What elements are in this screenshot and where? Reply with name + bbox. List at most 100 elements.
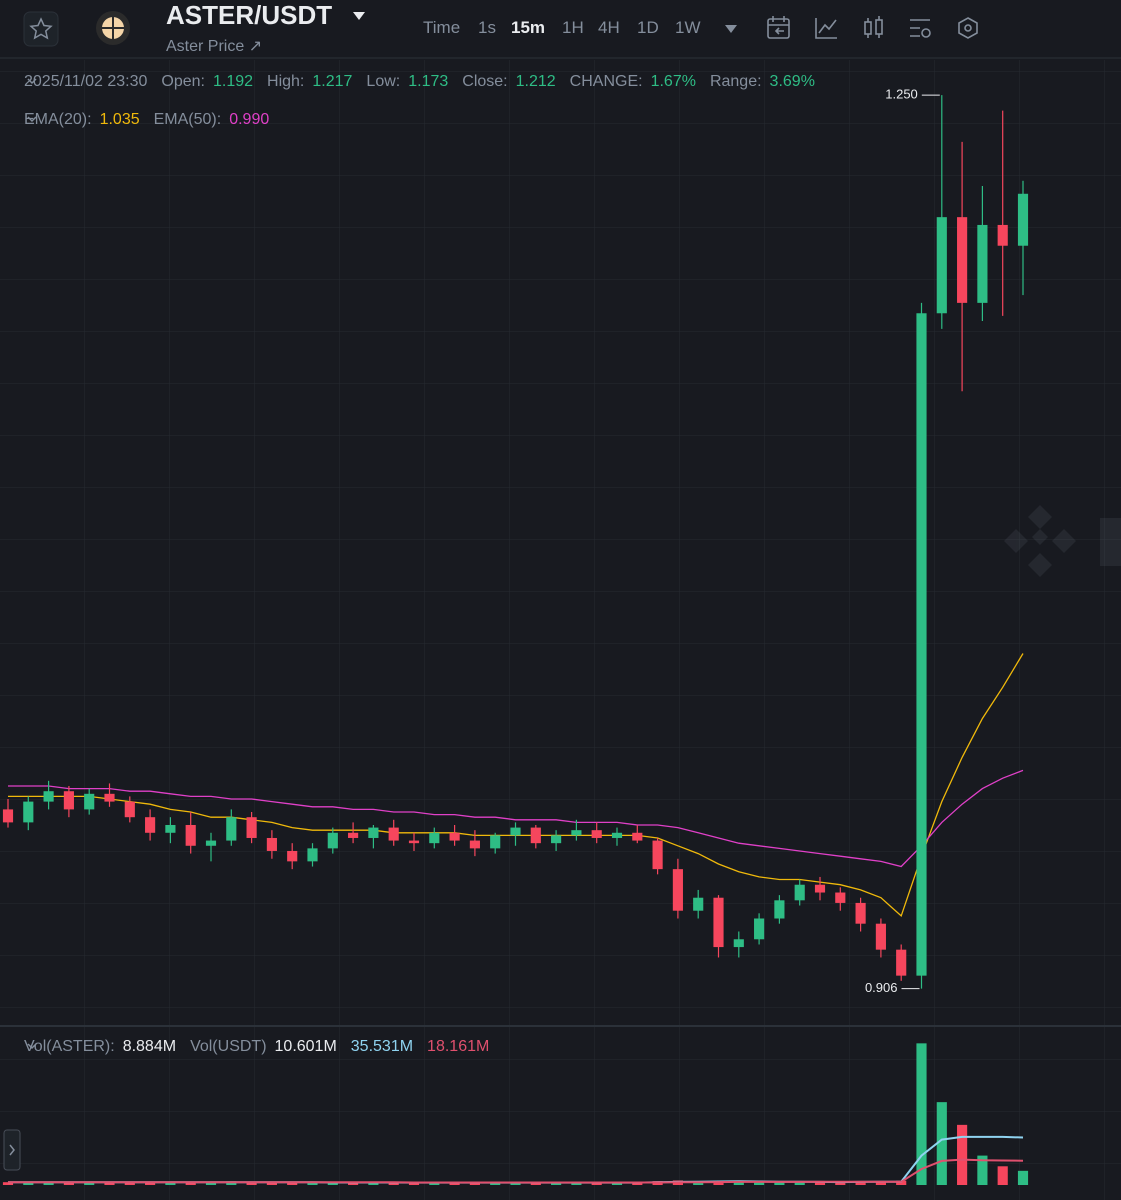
volume-bar	[754, 1182, 765, 1185]
candle-body	[469, 840, 480, 849]
volume-bar	[855, 1181, 866, 1185]
volume-bar	[63, 1182, 74, 1185]
candle-body	[145, 817, 156, 833]
volume-bar	[774, 1181, 785, 1185]
candle-body	[327, 832, 338, 849]
legend-value: 1.212	[515, 73, 556, 90]
volume-bar	[997, 1166, 1008, 1185]
candle-body	[266, 837, 277, 851]
legend-label: Range:	[709, 73, 762, 90]
candle-body	[165, 824, 176, 833]
legend-value: 1.217	[312, 73, 353, 90]
volume-bar	[1017, 1170, 1029, 1185]
candle-body	[63, 791, 74, 810]
interval-tab[interactable]: 1H	[562, 18, 584, 37]
legend-label: Open:	[161, 73, 205, 90]
volume-bar	[266, 1182, 277, 1185]
volume-bar	[429, 1182, 440, 1185]
legend-value: 1.173	[408, 73, 449, 90]
volume-bar	[287, 1182, 298, 1185]
volume-bar	[814, 1182, 826, 1185]
volume-value: 8.884M	[122, 1038, 177, 1055]
volume-bar	[632, 1182, 643, 1185]
candle-body	[672, 869, 683, 911]
coin-logo-mark	[102, 17, 124, 39]
candle-body	[814, 884, 826, 893]
volume-bar	[205, 1181, 217, 1185]
interval-dropdown[interactable]	[725, 25, 737, 33]
interval-tab[interactable]: 4H	[598, 18, 620, 37]
favorite-button[interactable]	[23, 11, 59, 47]
indicator-name: EMA(20):	[24, 111, 92, 128]
volume-bar	[104, 1182, 115, 1185]
candle-body	[246, 817, 257, 838]
candle-body	[226, 817, 237, 841]
volume-ma-value: 18.161M	[427, 1038, 490, 1055]
candle-body	[124, 801, 135, 818]
candle-body	[43, 791, 54, 802]
indicator-value: 1.035	[99, 111, 140, 128]
volume-bar	[124, 1182, 135, 1185]
volume-bar	[246, 1182, 257, 1185]
candle-body	[713, 897, 724, 948]
candle-body	[307, 848, 318, 862]
candle-body	[957, 217, 968, 303]
watermark	[1004, 505, 1121, 577]
date-range-icon[interactable]	[767, 16, 790, 39]
legend-label: Close:	[462, 73, 508, 90]
indicator-value: 0.990	[229, 111, 270, 128]
interval-tab[interactable]: 1W	[675, 18, 701, 37]
interval-tab[interactable]: 1D	[637, 18, 659, 37]
candle-body	[449, 832, 460, 841]
collapse-icons[interactable]	[27, 78, 37, 1050]
volume-bar	[388, 1182, 399, 1185]
subtitle[interactable]: Aster Price ↗	[166, 38, 262, 55]
volume-bar	[84, 1182, 95, 1185]
interval-tab[interactable]: 15m	[511, 18, 546, 37]
volume-label: Vol(USDT)	[190, 1038, 267, 1055]
candle-body	[733, 939, 744, 948]
candle-body	[916, 313, 927, 976]
symbol-dropdown[interactable]	[353, 12, 365, 20]
layout-icon[interactable]	[958, 17, 978, 39]
marker-label: 0.906	[865, 980, 898, 995]
volume-bar	[530, 1182, 541, 1185]
symbol[interactable]: ASTER/USDT	[166, 0, 332, 30]
sidebar-toggle[interactable]	[3, 1129, 21, 1171]
indicator-icon[interactable]	[815, 18, 837, 39]
volume-bar	[23, 1182, 34, 1185]
interval-tab[interactable]: Time	[423, 18, 461, 37]
volume-ma-line	[8, 1158, 1024, 1184]
volume-bar	[693, 1182, 704, 1185]
candle-body	[348, 832, 359, 838]
ema-line	[8, 769, 1024, 868]
volume-bar	[571, 1182, 582, 1185]
volume-bar	[794, 1181, 805, 1185]
volume-bar	[307, 1182, 318, 1185]
candle-body	[287, 850, 298, 862]
volume-bar	[875, 1181, 886, 1185]
candle-body	[368, 827, 379, 838]
candle-body	[490, 835, 501, 849]
grid	[0, 60, 1121, 1025]
volume-legend: Vol(ASTER): 8.884M Vol(USDT) 10.601M 35.531M…	[24, 1038, 495, 1056]
volume-bar	[165, 1182, 176, 1185]
candle-body	[530, 827, 541, 844]
marker-label: 1.250	[885, 87, 918, 102]
volume-bar	[2, 1182, 14, 1185]
indicator-name: EMA(50):	[153, 111, 222, 128]
legend-label: CHANGE:	[569, 73, 643, 90]
settings-icon[interactable]	[910, 19, 931, 38]
ohlc-legend: 2025/11/02 23:30 Open: 1.192 High: 1.217 Low:…	[24, 73, 821, 91]
chart-type-icon[interactable]	[864, 16, 883, 38]
candle-body	[2, 809, 14, 823]
candle-body	[84, 793, 95, 810]
candle-body	[611, 832, 623, 838]
volume-bar	[896, 1180, 907, 1185]
sidebar-toggle-icon	[9, 1144, 15, 1156]
interval-tab[interactable]: 1s	[478, 18, 496, 37]
volume-bar	[368, 1182, 379, 1185]
volume-bar	[977, 1155, 988, 1185]
